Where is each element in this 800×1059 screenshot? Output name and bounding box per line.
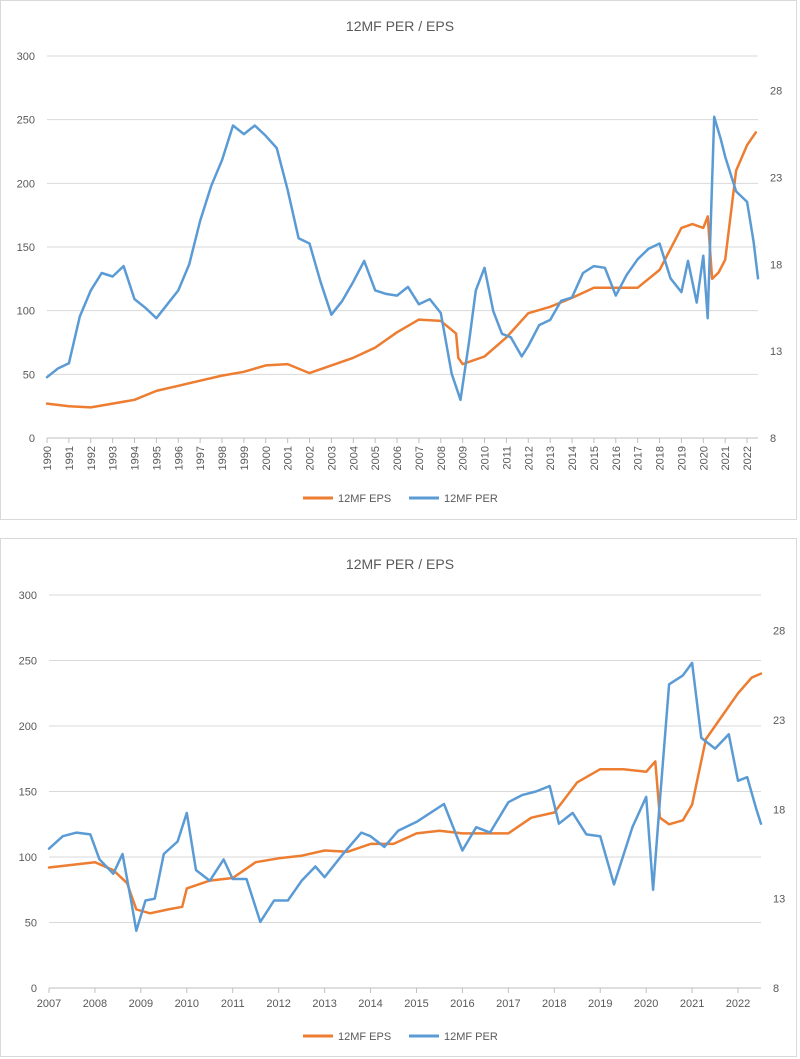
x-tick-label: 2001: [283, 446, 295, 470]
x-tick-label: 2009: [129, 998, 153, 1010]
legend-label-per: 12MF PER: [444, 1031, 498, 1043]
x-tick-label: 2015: [404, 998, 428, 1010]
x-tick-label: 2010: [480, 446, 492, 470]
x-tick-label: 2009: [458, 446, 470, 470]
legend-label-eps: 12MF EPS: [338, 493, 391, 505]
y-right-tick-label: 8: [770, 433, 776, 445]
y-right-tick-label: 23: [773, 715, 785, 727]
x-tick-label: 2011: [221, 998, 245, 1010]
x-tick-label: 2020: [634, 998, 658, 1010]
y-right-tick-label: 18: [773, 804, 785, 816]
y-left-tick-label: 200: [19, 721, 37, 733]
y-left-tick-label: 250: [19, 656, 37, 668]
y-left-tick-label: 0: [29, 433, 35, 445]
y-right-tick-label: 28: [770, 86, 782, 98]
chart-full-history: 12MF PER / EPS 0 50 100 150 200 250 300 8 13 18 2…: [17, 18, 783, 505]
chart-panel-recent: 12MF PER / EPS 0 50 100 150 200 250 300 8 13 18 2…: [0, 538, 797, 1057]
x-tick-label: 2018: [542, 998, 566, 1010]
x-tick-label: 2012: [266, 998, 290, 1010]
series-line-eps: [47, 672, 763, 915]
y-left-tick-label: 300: [19, 590, 37, 602]
x-tick-label: 2016: [611, 446, 623, 470]
x-tick-label: 2008: [436, 446, 448, 470]
x-tick-label: 1995: [151, 446, 163, 470]
chart-recent: 12MF PER / EPS 0 50 100 150 200 250 300 8 13 18 2…: [19, 556, 786, 1043]
x-tick-label: 2017: [633, 446, 645, 470]
x-tick-label: 2021: [720, 446, 732, 470]
x-tick-label: 1991: [64, 446, 76, 470]
legend-label-eps: 12MF EPS: [338, 1031, 391, 1043]
x-tick-label: 1997: [195, 446, 207, 470]
y-right-tick-label: 13: [770, 346, 782, 358]
series-line-per: [45, 115, 760, 402]
y-left-tick-label: 150: [17, 242, 35, 254]
x-tick-label: 2013: [545, 446, 557, 470]
x-tick-label: 2008: [83, 998, 107, 1010]
x-tick-label: 2017: [496, 998, 520, 1010]
x-tick-label: 2000: [261, 446, 273, 470]
x-tick-label: 1998: [217, 446, 229, 470]
x-tick-label: 2014: [358, 998, 382, 1010]
y-right-tick-label: 28: [773, 626, 785, 638]
x-tick-label: 2020: [698, 446, 710, 470]
y-left-tick-label: 100: [17, 306, 35, 318]
y-left-tick-label: 150: [19, 787, 37, 799]
x-tick-label: 2019: [588, 998, 612, 1010]
x-tick-label: 2014: [567, 446, 579, 470]
chart-title: 12MF PER / EPS: [346, 18, 454, 34]
x-tick-label: 1996: [173, 446, 185, 470]
x-tick-label: 1993: [108, 446, 120, 470]
legend: 12MF EPS 12MF PER: [303, 493, 498, 505]
legend: 12MF EPS 12MF PER: [303, 1031, 498, 1043]
series-line-per: [47, 661, 763, 933]
y-left-tick-label: 0: [31, 983, 37, 995]
series-line-eps: [45, 131, 758, 409]
y-left-tick-label: 50: [25, 918, 37, 930]
x-tick-label: 2005: [370, 446, 382, 470]
y-right-tick-label: 18: [770, 259, 782, 271]
x-tick-label: 2019: [676, 446, 688, 470]
x-tick-label: 2012: [523, 446, 535, 470]
x-tick-label: 1992: [86, 446, 98, 470]
y-right-tick-label: 13: [773, 894, 785, 906]
x-tick-label: 2006: [392, 446, 404, 470]
x-tick-label: 1999: [239, 446, 251, 470]
chart-panel-full-history: 12MF PER / EPS 0 50 100 150 200 250 300 8 13 18 2…: [0, 0, 797, 520]
y-left-tick-label: 300: [17, 51, 35, 63]
chart-title: 12MF PER / EPS: [346, 556, 454, 572]
x-tick-label: 2018: [655, 446, 667, 470]
x-tick-label: 2022: [742, 446, 754, 470]
x-tick-label: 2016: [450, 998, 474, 1010]
x-tick-label: 2015: [589, 446, 601, 470]
y-left-tick-label: 250: [17, 115, 35, 127]
x-tick-label: 1990: [42, 446, 54, 470]
x-tick-label: 1994: [130, 446, 142, 470]
x-tick-label: 2022: [726, 998, 750, 1010]
x-tick-label: 2002: [305, 446, 317, 470]
x-tick-label: 2010: [175, 998, 199, 1010]
y-right-tick-label: 8: [773, 983, 779, 995]
x-tick-label: 2007: [37, 998, 61, 1010]
legend-label-per: 12MF PER: [444, 493, 498, 505]
x-tick-label: 2011: [501, 446, 513, 470]
y-left-tick-label: 200: [17, 178, 35, 190]
y-right-tick-label: 23: [770, 173, 782, 185]
y-left-tick-label: 50: [23, 369, 35, 381]
x-tick-label: 2007: [414, 446, 426, 470]
x-tick-label: 2003: [326, 446, 338, 470]
x-tick-label: 2004: [348, 446, 360, 470]
y-left-tick-label: 100: [19, 852, 37, 864]
x-tick-label: 2021: [680, 998, 704, 1010]
x-tick-label: 2013: [312, 998, 336, 1010]
